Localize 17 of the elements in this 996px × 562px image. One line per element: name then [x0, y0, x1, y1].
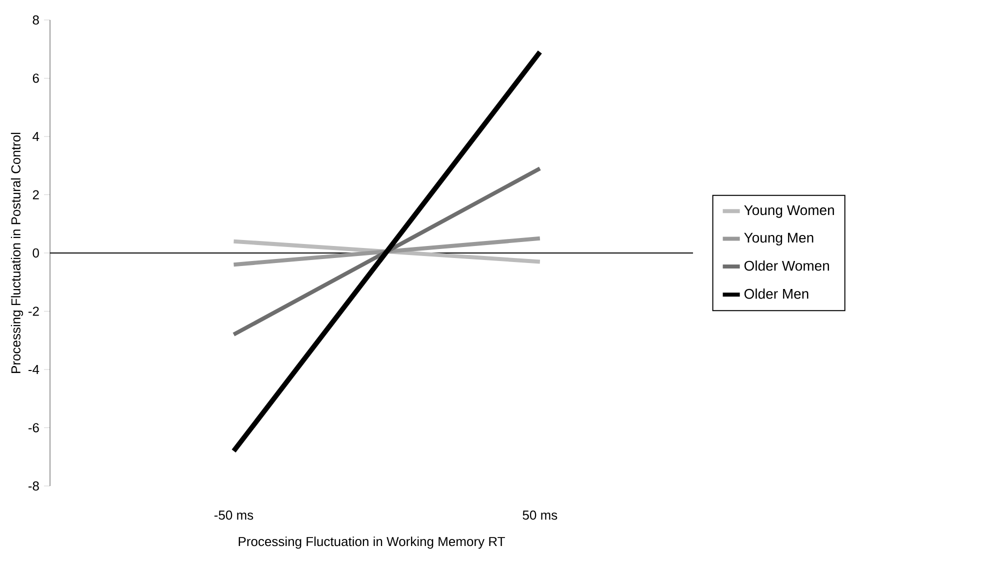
legend-label: Young Men	[744, 232, 814, 246]
y-tick-label: -8	[28, 481, 39, 491]
legend-label: Older Women	[744, 260, 829, 271]
legend-label: Older Men	[744, 288, 808, 299]
y-tick-label: -4	[28, 365, 40, 374]
x-axis-title: Processing Fluctuation in Working Memory RT	[238, 536, 505, 549]
x-tick-label: -50 ms	[214, 510, 254, 520]
y-tick-label: 2	[32, 190, 39, 200]
y-tick-label: 0	[32, 248, 39, 258]
y-tick-label: 6	[32, 74, 39, 83]
x-tick-label: 50 ms	[522, 510, 558, 520]
y-tick-label: -6	[28, 423, 39, 432]
y-tick-label: 4	[32, 132, 40, 141]
legend-label: Young Women	[744, 205, 834, 218]
y-tick-label: -2	[28, 306, 39, 316]
y-tick-label: 8	[32, 15, 39, 25]
y-axis-title: Processing Fluctuation in Postural Control	[10, 132, 24, 373]
